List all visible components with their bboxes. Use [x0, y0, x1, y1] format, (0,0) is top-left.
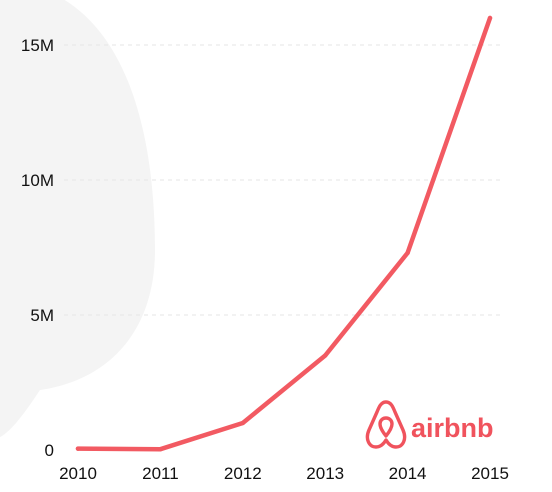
- brand-wordmark: airbnb: [411, 413, 494, 443]
- airbnb-logo: airbnb: [365, 400, 494, 449]
- gridlines: [64, 44, 500, 316]
- x-tick-label: 2015: [471, 464, 509, 483]
- data-point: [75, 446, 81, 451]
- watermark-shape: [0, 0, 155, 438]
- y-tick-label: 5M: [30, 306, 54, 325]
- x-tick-label: 2012: [224, 464, 262, 483]
- data-point: [405, 250, 410, 256]
- data-point: [158, 446, 163, 452]
- y-axis-ticks: 0 5M 10M 15M: [21, 36, 54, 460]
- x-tick-label: 2011: [142, 464, 179, 483]
- y-tick-label: 15M: [21, 36, 54, 55]
- series-line: [75, 15, 493, 452]
- series: [75, 15, 493, 452]
- x-tick-label: 2010: [59, 464, 97, 483]
- data-point: [240, 420, 245, 426]
- airbnb-belo-icon: [365, 400, 407, 449]
- x-tick-label: 2013: [306, 464, 344, 483]
- x-axis-ticks: 2010 2011 2012 2013 2014 2015: [59, 464, 509, 483]
- x-tick-label: 2014: [389, 464, 427, 483]
- y-tick-label: 10M: [21, 171, 54, 190]
- data-point: [323, 353, 328, 358]
- data-point: [487, 15, 493, 21]
- y-tick-label: 0: [45, 441, 54, 460]
